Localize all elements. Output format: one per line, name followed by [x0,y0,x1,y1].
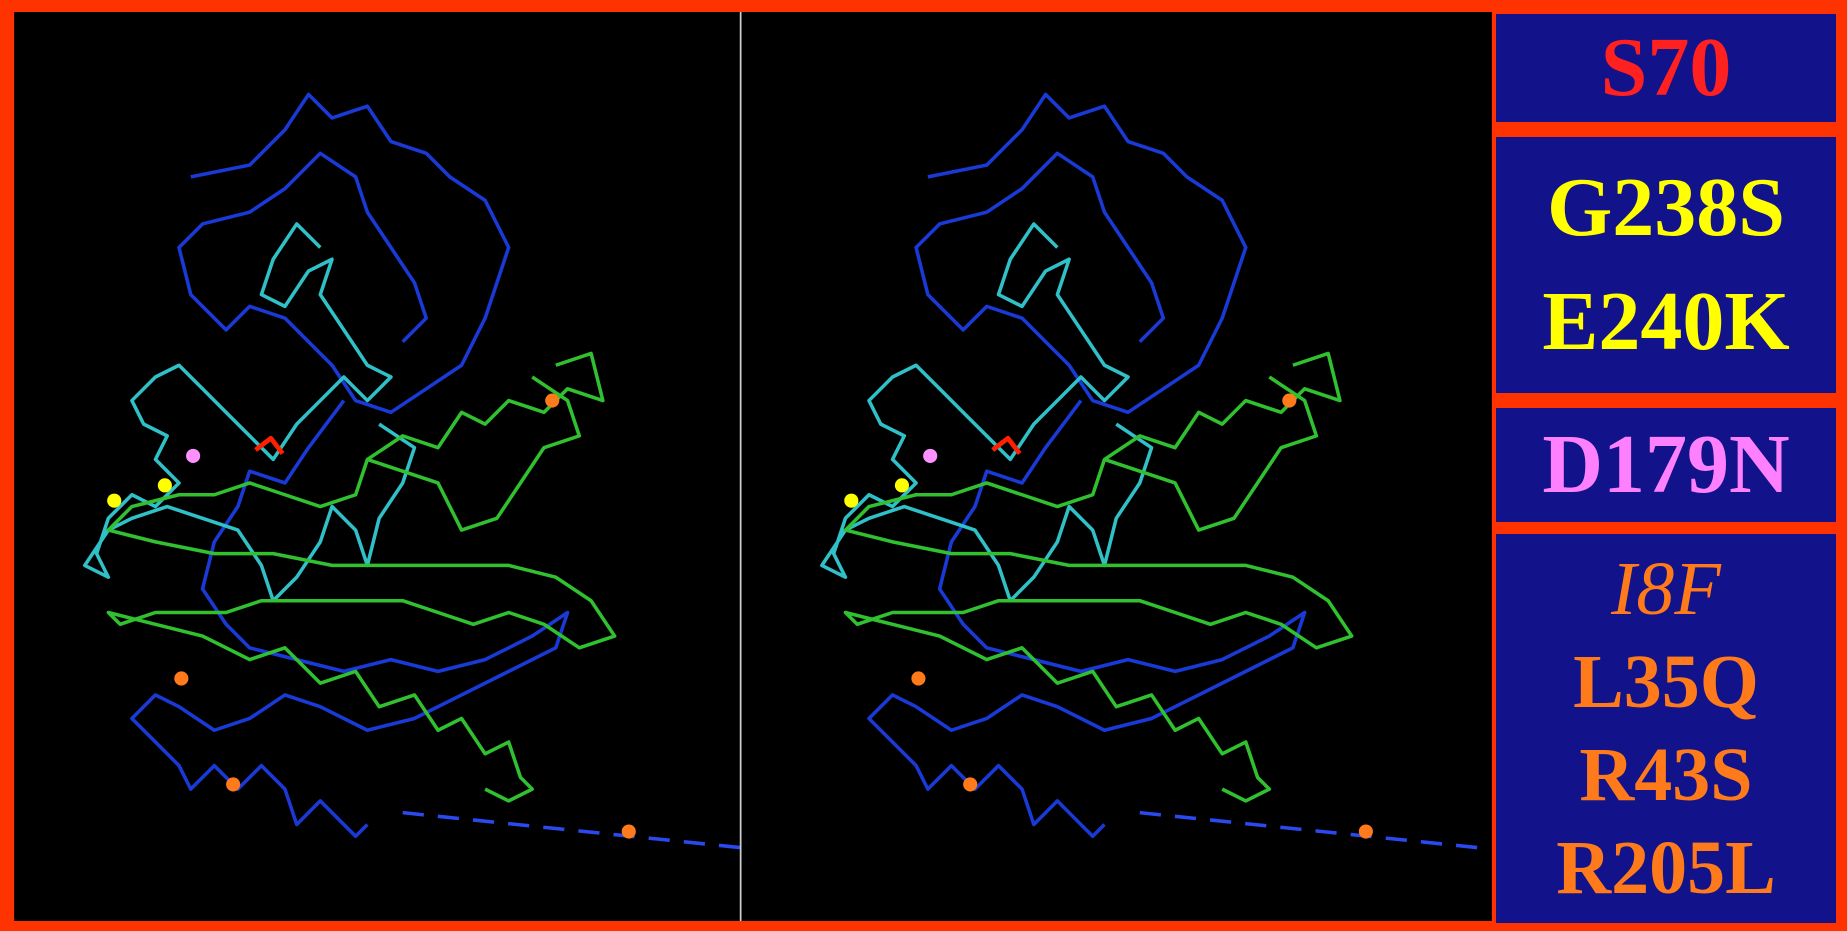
label-box: G238S E240K [1496,137,1836,393]
residue-label: E240K [1542,280,1789,364]
residue-label: S70 [1601,26,1732,110]
slide: S70 G238S E240K D179N I8F L35Q R43S R205… [0,0,1847,931]
residue-label: G238S [1547,166,1785,250]
stereo-view [14,12,1492,921]
residue-label: D179N [1542,423,1789,507]
label-box: I8F L35Q R43S R205L [1496,534,1836,923]
residue-label: R205L [1556,830,1776,906]
residue-label: I8F [1611,551,1721,627]
label-box: D179N [1496,408,1836,522]
residue-label: R43S [1579,737,1752,813]
label-box: S70 [1496,14,1836,122]
residue-label: L35Q [1573,644,1759,720]
